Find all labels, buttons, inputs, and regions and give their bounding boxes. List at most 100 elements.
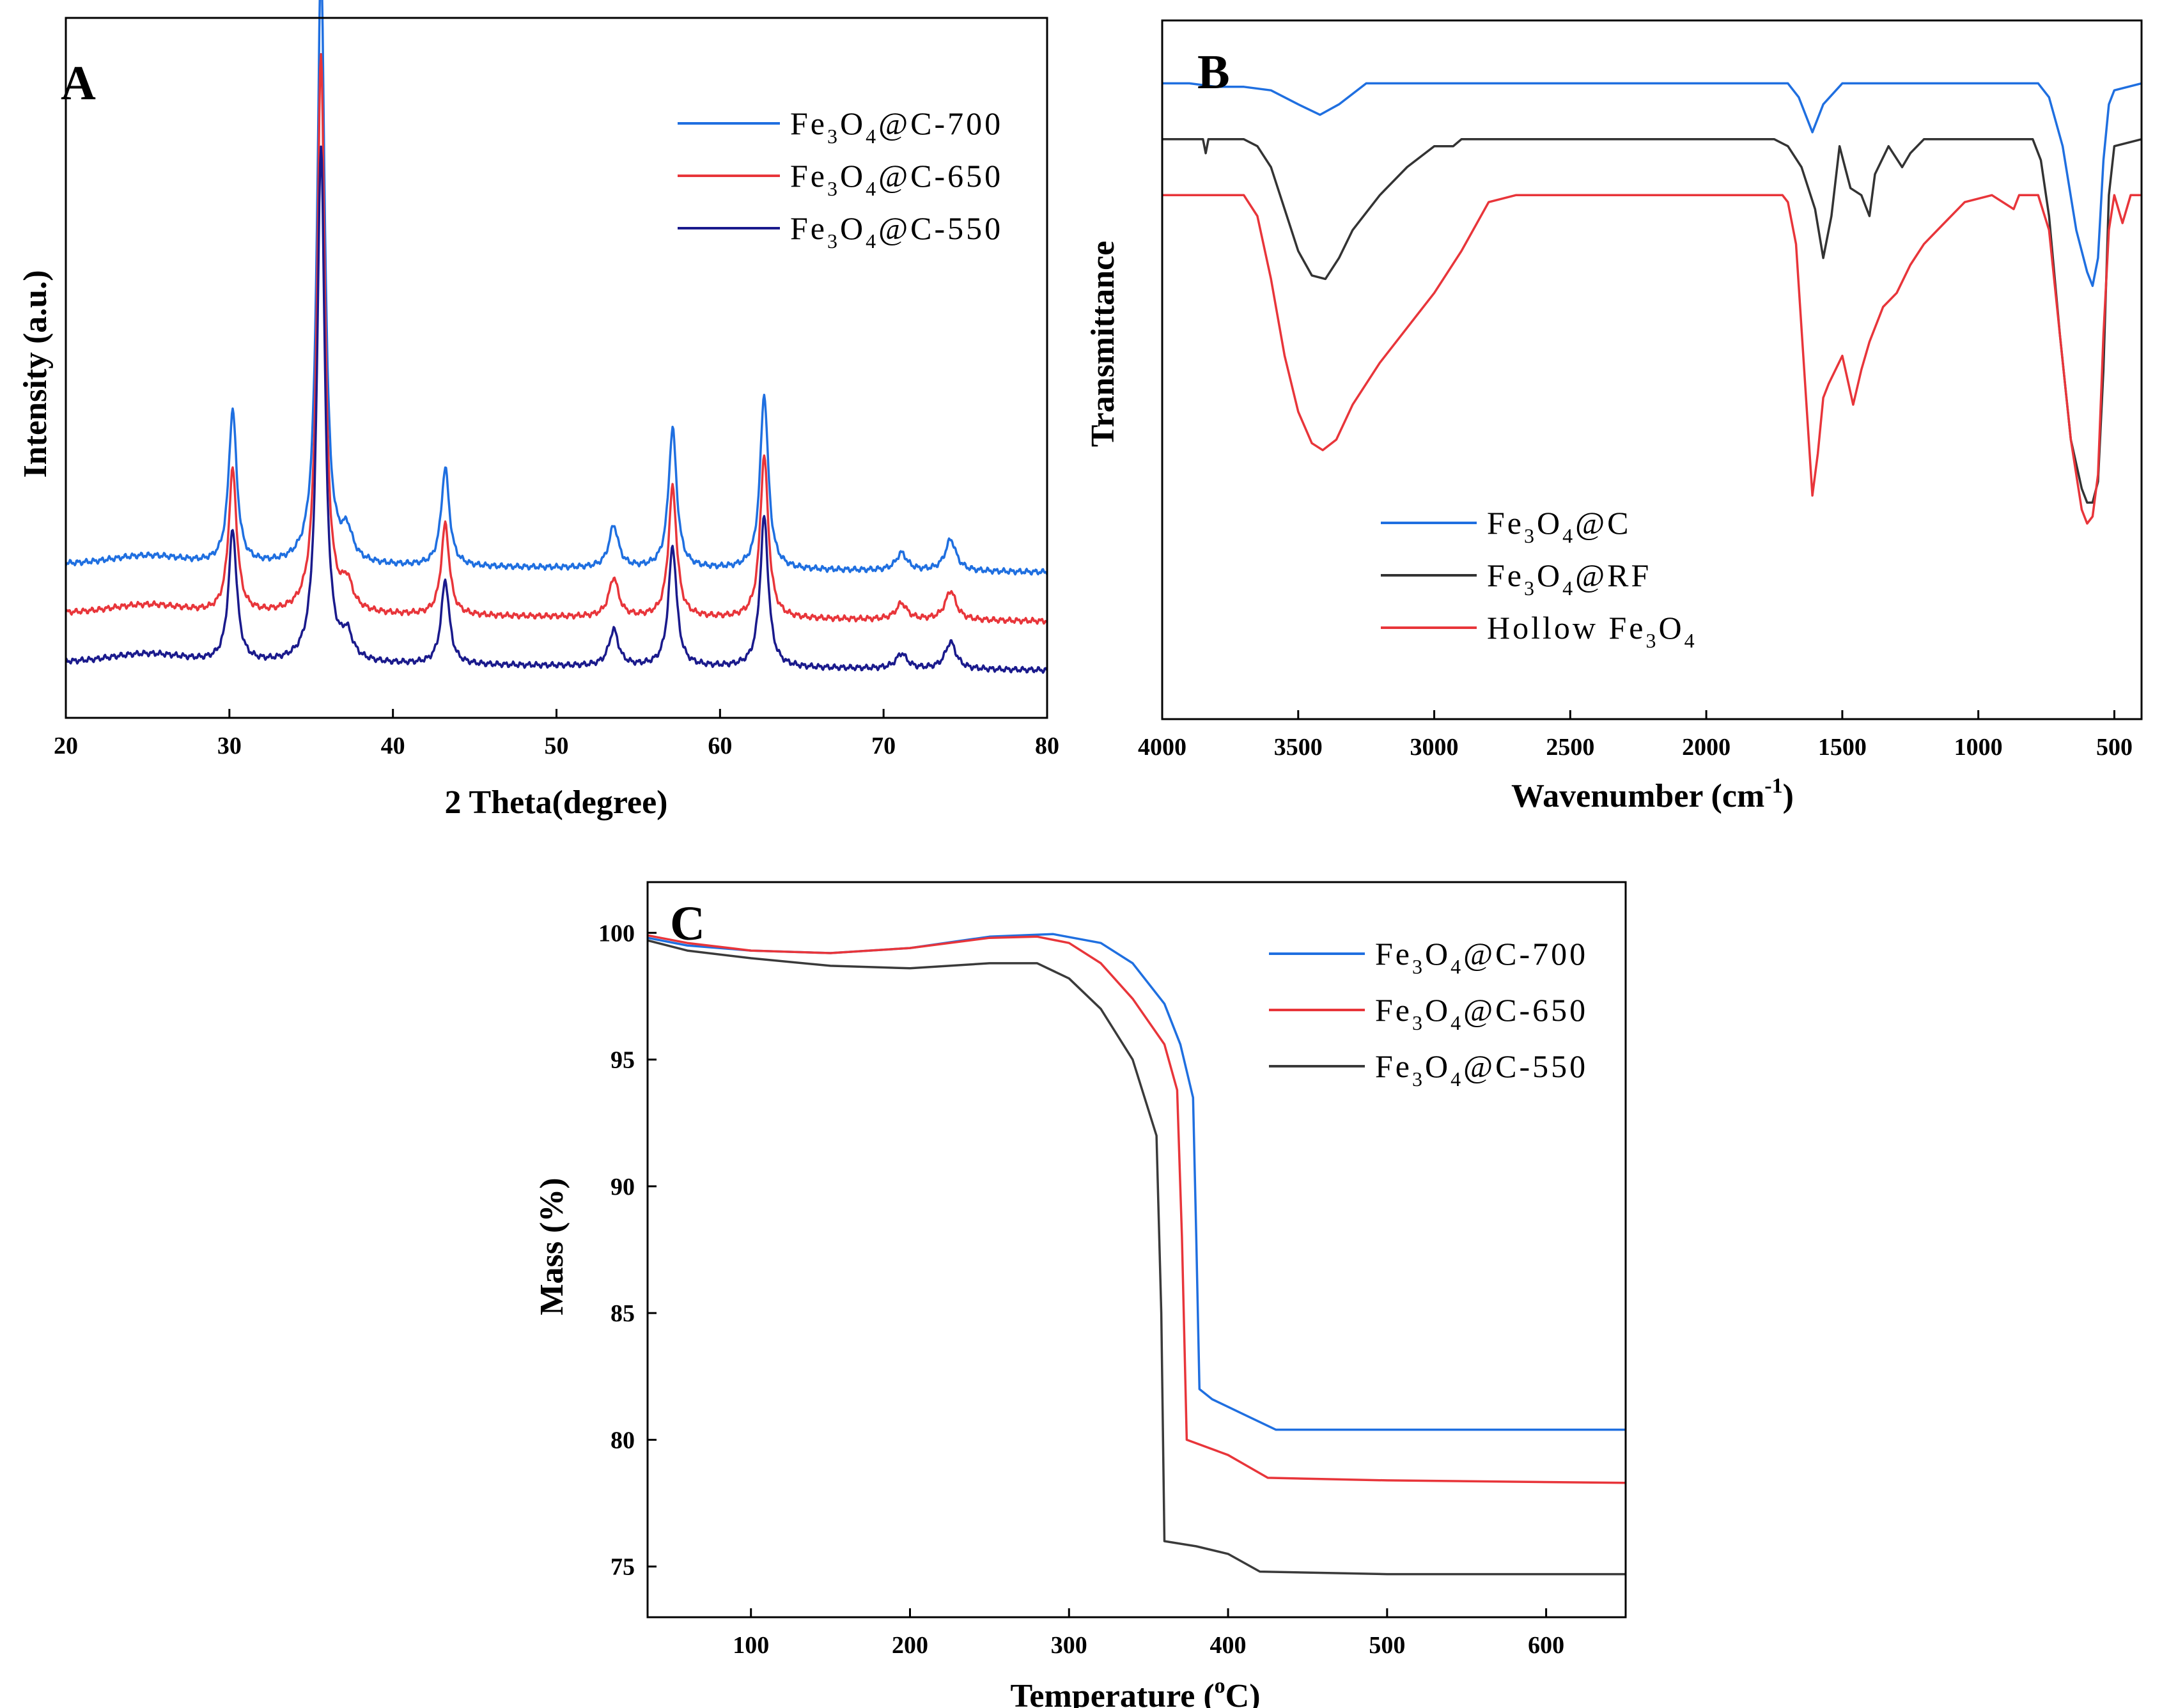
x-tick-label: 3000 xyxy=(1410,734,1459,761)
legend-subscript: 3 xyxy=(827,229,840,252)
x-axis-title-text: Wavenumber (cm xyxy=(1511,778,1764,814)
legend-label-part: O xyxy=(1537,505,1562,541)
x-tick-label: 40 xyxy=(381,733,405,759)
y-tick-label: 75 xyxy=(610,1554,635,1581)
legend-subscript: 3 xyxy=(1412,1011,1425,1034)
legend-item: Fe3O4@C-550 xyxy=(678,210,1003,252)
legend-label: Fe3O4@C xyxy=(1487,505,1631,547)
legend-item: Hollow Fe3O4 xyxy=(1381,610,1697,652)
x-tick-label: 2000 xyxy=(1682,734,1730,761)
x-tick-label: 300 xyxy=(1051,1632,1087,1659)
legend-label-part: Fe xyxy=(1375,1048,1412,1084)
legend-label: Fe3O4@C-700 xyxy=(1375,936,1588,978)
x-tick-label: 3500 xyxy=(1274,734,1323,761)
x-tick-label: 20 xyxy=(54,733,78,759)
y-axis-title: Mass (%) xyxy=(534,1177,570,1315)
legend-label-part: O xyxy=(840,210,866,246)
legend-subscript: 4 xyxy=(866,177,878,200)
x-tick-label: 100 xyxy=(733,1632,769,1659)
legend-label: Fe3O4@C-550 xyxy=(790,210,1003,252)
legend-label-part: @C-550 xyxy=(1463,1048,1588,1084)
x-axis-title-text: ) xyxy=(1783,778,1794,814)
series-line-Fe3O4@C-650 xyxy=(647,934,1626,1484)
legend-subscript: 3 xyxy=(1524,524,1537,547)
x-tick-label: 70 xyxy=(871,733,896,759)
legend-item: Fe3O4@C-700 xyxy=(678,105,1003,148)
x-tick-label: 400 xyxy=(1210,1632,1247,1659)
x-tick-label: 1000 xyxy=(1954,734,2003,761)
series-line-Fe3O4@C xyxy=(1162,82,2142,288)
series-line-Fe3O4@C-550 xyxy=(647,939,1626,1576)
panel-letter: A xyxy=(61,56,96,110)
legend-label-part: @RF xyxy=(1575,557,1651,593)
series-line-Fe3O4@C-700 xyxy=(65,0,1048,576)
legend-label: Fe3O4@C-700 xyxy=(790,105,1003,148)
series-line-Fe3O4@C-650 xyxy=(65,53,1048,625)
legend-subscript: 3 xyxy=(827,125,840,148)
panel-letter: C xyxy=(670,897,705,951)
legend-subscript: 3 xyxy=(1646,629,1659,652)
legend-label-part: Fe xyxy=(1375,992,1412,1028)
legend-label-part: @C-700 xyxy=(878,105,1003,141)
legend-item: Fe3O4@C-550 xyxy=(1269,1048,1588,1091)
legend-label: Fe3O4@C-650 xyxy=(1375,992,1588,1034)
legend-label-part: Fe xyxy=(790,158,827,194)
x-tick-label: 2500 xyxy=(1546,734,1594,761)
legend-label: Fe3O4@C-650 xyxy=(790,158,1003,200)
x-tick-label: 80 xyxy=(1035,733,1059,759)
panel-b-ftir-chart: 4000 3500 3000 2500 2000 1500 1000 500BFe3O4@CF… xyxy=(1085,19,2143,814)
x-tick-label: 60 xyxy=(708,733,732,759)
legend-label-part: @C-650 xyxy=(878,158,1003,194)
panel-letter: B xyxy=(1197,45,1230,99)
legend-label-part: Fe xyxy=(1487,557,1524,593)
legend-item: Fe3O4@C-650 xyxy=(1269,992,1588,1034)
legend-label-part: @C-650 xyxy=(1463,992,1588,1028)
legend-subscript: 4 xyxy=(1684,629,1697,652)
legend-label: Fe3O4@C-550 xyxy=(1375,1048,1588,1091)
legend-subscript: 4 xyxy=(1450,1068,1463,1091)
plot-frame xyxy=(1161,19,2143,720)
legend-subscript: 4 xyxy=(1450,955,1463,978)
legend-label-part: Fe xyxy=(1375,936,1412,972)
series-line-Hollow Fe3O4 xyxy=(1162,194,2142,525)
legend-subscript: 4 xyxy=(1562,524,1575,547)
legend-subscript: 3 xyxy=(827,177,840,200)
legend-item: Fe3O4@RF xyxy=(1381,557,1651,600)
x-axis-title-superscript: -1 xyxy=(1764,774,1782,798)
legend-label-part: O xyxy=(1425,936,1450,972)
x-axis-title-text: C) xyxy=(1225,1678,1261,1708)
panel-a-xrd-chart: 20 30 40 50 60 70 80AFe3O4@C-700Fe3O4@C-650Fe3… xyxy=(17,0,1059,821)
legend-subscript: 4 xyxy=(866,125,878,148)
plot-frame xyxy=(646,881,1627,1619)
legend-label-part: O xyxy=(1425,1048,1450,1084)
y-tick-label: 90 xyxy=(610,1174,635,1200)
legend-item: Fe3O4@C xyxy=(1381,505,1631,547)
legend-label-part: Hollow Fe xyxy=(1487,610,1646,646)
y-tick-label: 95 xyxy=(610,1047,635,1074)
y-tick-label: 80 xyxy=(610,1427,635,1454)
legend-label: Fe3O4@RF xyxy=(1487,557,1651,600)
x-tick-label: 30 xyxy=(217,733,242,759)
legend-item: Fe3O4@C-700 xyxy=(1269,936,1588,978)
legend-label-part: O xyxy=(840,105,866,141)
x-tick-label: 200 xyxy=(892,1632,928,1659)
x-tick-label: 500 xyxy=(2096,734,2133,761)
y-tick-label: 85 xyxy=(610,1300,635,1327)
series-line-Fe3O4@RF xyxy=(1162,138,2142,504)
legend-label-part: O xyxy=(840,158,866,194)
x-tick-label: 4000 xyxy=(1138,734,1186,761)
legend-subscript: 3 xyxy=(1412,955,1425,978)
x-tick-label: 500 xyxy=(1369,1632,1405,1659)
legend-label-part: @C-700 xyxy=(1463,936,1588,972)
y-axis-title: Intensity (a.u.) xyxy=(17,270,54,477)
legend-label-part: O xyxy=(1659,610,1684,646)
legend-label-part: Fe xyxy=(1487,505,1524,541)
x-axis-title-superscript: o xyxy=(1215,1674,1225,1698)
legend-subscript: 3 xyxy=(1412,1068,1425,1091)
y-tick-label: 100 xyxy=(598,920,635,947)
legend-label-part: O xyxy=(1537,557,1562,593)
x-axis-title: Temperature (oC) xyxy=(1010,1674,1260,1708)
legend-item: Fe3O4@C-650 xyxy=(678,158,1003,200)
